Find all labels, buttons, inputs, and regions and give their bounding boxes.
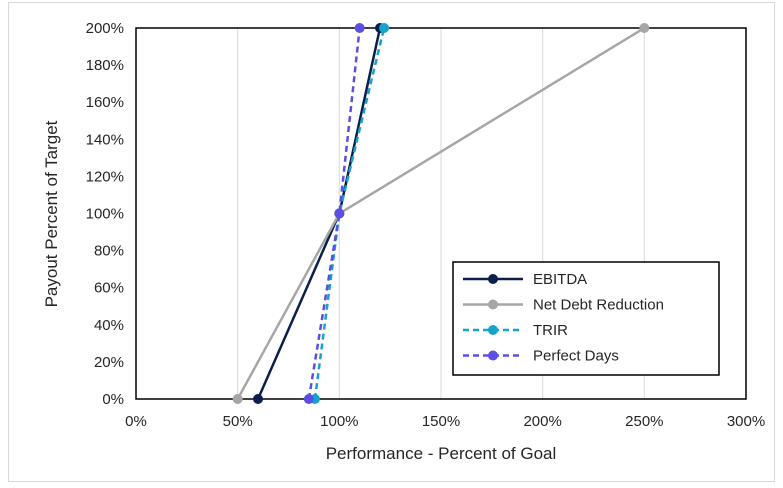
net-debt-reduction-point xyxy=(232,394,243,404)
y-tick-label: 160% xyxy=(86,94,124,111)
legend-marker-trir xyxy=(488,325,498,335)
trir-line xyxy=(313,27,386,400)
y-tick-label: 180% xyxy=(86,57,124,74)
net-debt-reduction-point xyxy=(639,23,650,33)
series-group xyxy=(232,23,650,404)
trir-point xyxy=(379,23,390,33)
x-tick-label: 50% xyxy=(223,413,253,430)
legend-marker-perfect-days xyxy=(488,350,498,361)
legend-marker-ebitda xyxy=(488,274,498,284)
y-tick-label: 120% xyxy=(86,168,124,185)
legend-label-trir: TRIR xyxy=(533,322,568,339)
y-tick-label: 200% xyxy=(86,20,124,37)
y-tick-label: 0% xyxy=(102,391,124,408)
y-tick-label: 100% xyxy=(86,206,124,223)
legend-label-net-debt-reduction: Net Debt Reduction xyxy=(533,297,664,314)
perfect-days-point xyxy=(334,208,345,219)
y-tick-label: 60% xyxy=(94,280,124,297)
ebitda-line xyxy=(256,27,382,400)
x-tick-label: 300% xyxy=(727,413,765,430)
x-tick-label: 200% xyxy=(523,413,561,430)
perfect-days-point xyxy=(303,394,314,404)
x-tick-label: 250% xyxy=(625,413,663,430)
y-tick-label: 140% xyxy=(86,131,124,148)
legend: EBITDA Net Debt Reduction TRIR Perfect Days xyxy=(452,261,720,376)
x-tick-label: 150% xyxy=(422,413,460,430)
plot-area-border xyxy=(135,27,747,400)
perfect-days-line xyxy=(307,27,361,400)
axes: 0% 50% 100% 150% 200% 250% 300% 0% 20% 40% 60% 80% 1… xyxy=(86,20,766,430)
y-tick-label: 20% xyxy=(94,354,124,371)
x-axis-title: Performance - Percent of Goal xyxy=(326,444,557,463)
x-tick-label: 100% xyxy=(320,413,358,430)
y-tick-label: 80% xyxy=(94,243,124,260)
perfect-days-point xyxy=(354,23,365,33)
x-tick-label: 0% xyxy=(125,413,147,430)
ebitda-point xyxy=(253,394,263,404)
legend-label-perfect-days: Perfect Days xyxy=(533,348,619,365)
legend-marker-net-debt-reduction xyxy=(488,299,498,310)
legend-label-ebitda: EBITDA xyxy=(533,271,587,288)
y-axis-title: Payout Percent of Target xyxy=(42,120,61,307)
y-tick-label: 40% xyxy=(94,317,124,334)
